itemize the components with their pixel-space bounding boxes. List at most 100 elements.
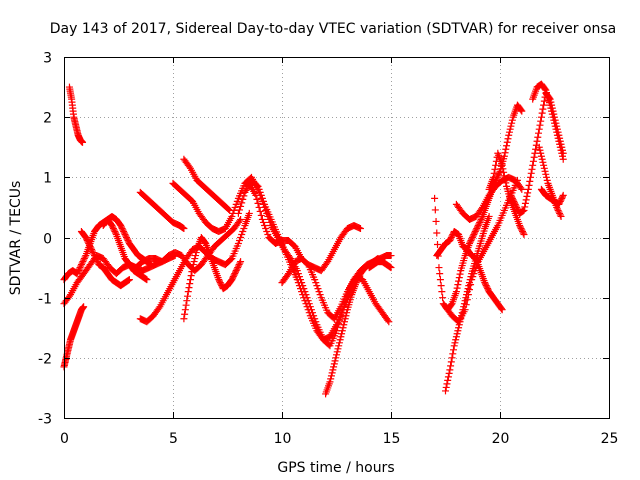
data-point [436,270,444,278]
data-point [311,315,319,323]
data-point [447,358,455,366]
data-point [225,205,233,213]
x-tick-label: 20 [492,431,510,447]
data-point [550,116,558,124]
data-point [452,288,460,296]
data-point [184,288,192,296]
data-point [117,223,125,231]
data-point [92,255,100,263]
data-point [449,346,457,354]
data-point [122,232,130,240]
data-point [498,306,506,314]
data-point [327,372,335,380]
y-tick-label: 0 [43,232,52,248]
data-point [481,279,489,287]
data-point [234,262,242,270]
data-point [338,327,346,335]
data-point [258,215,266,223]
data-point [432,217,440,225]
data-point [112,229,120,237]
data-point [259,218,267,226]
y-tick-label: 1 [43,171,52,187]
data-point [452,333,460,341]
data-point [484,285,492,293]
data-point [518,107,526,115]
data-point [557,196,565,204]
data-point [330,363,338,371]
data-point [180,315,188,323]
data-point [303,260,311,268]
data-point [245,209,253,217]
data-point [481,280,489,288]
data-point [447,301,455,309]
data-point [307,306,315,314]
data-point [120,227,128,235]
data-point [557,146,565,154]
data-point [79,258,87,266]
data-point [216,277,224,285]
data-point [331,357,339,365]
data-point [233,197,241,205]
data-point [299,282,307,290]
data-point [464,285,472,293]
data-point [502,145,510,153]
data-point [229,273,237,281]
data-point [80,255,88,263]
data-point [330,360,338,368]
data-point [524,189,532,197]
data-point [88,247,96,255]
data-point [305,300,313,308]
data-point [472,226,480,234]
data-point [500,168,508,176]
data-point [538,155,546,163]
data-point [540,161,548,169]
data-point [557,212,565,220]
data-point [507,191,515,199]
y-tick-label: 2 [43,111,52,127]
series-arc-26 [535,143,565,220]
data-point [86,243,94,251]
data-point [262,224,270,232]
data-point [537,149,545,157]
data-point [201,239,209,247]
chart-title: Day 143 of 2017, Sidereal Day-to-day VTE… [50,21,617,37]
data-point [120,229,128,237]
data-point [559,191,567,199]
data-point [237,215,245,223]
data-point [240,224,248,232]
data-point [558,193,566,201]
data-point [555,208,563,216]
data-point [309,309,317,317]
data-point [436,276,444,284]
data-point [93,258,101,266]
data-point [387,252,395,260]
y-axis-label: SDTVAR / TECUs [8,181,24,296]
data-point [539,105,547,113]
data-point [462,301,470,309]
data-point [255,185,263,193]
data-point [304,297,312,305]
data-point [447,234,455,241]
data-point [433,229,441,237]
data-point [261,221,269,229]
data-point [474,221,482,229]
data-point [83,237,91,245]
series-arc-17 [365,258,395,272]
data-point [340,318,348,326]
data-point [80,303,88,311]
data-point [489,173,497,181]
data-point [233,265,241,273]
data-point [468,235,476,243]
data-point [520,230,528,238]
data-point [90,250,98,258]
data-point [467,237,475,245]
data-point [384,316,392,324]
data-point [234,209,242,217]
data-point [231,203,239,211]
data-point [478,214,486,222]
data-point [448,354,456,362]
data-point [89,249,97,257]
data-point [470,230,478,238]
data-point [463,296,471,304]
data-point [254,182,262,190]
